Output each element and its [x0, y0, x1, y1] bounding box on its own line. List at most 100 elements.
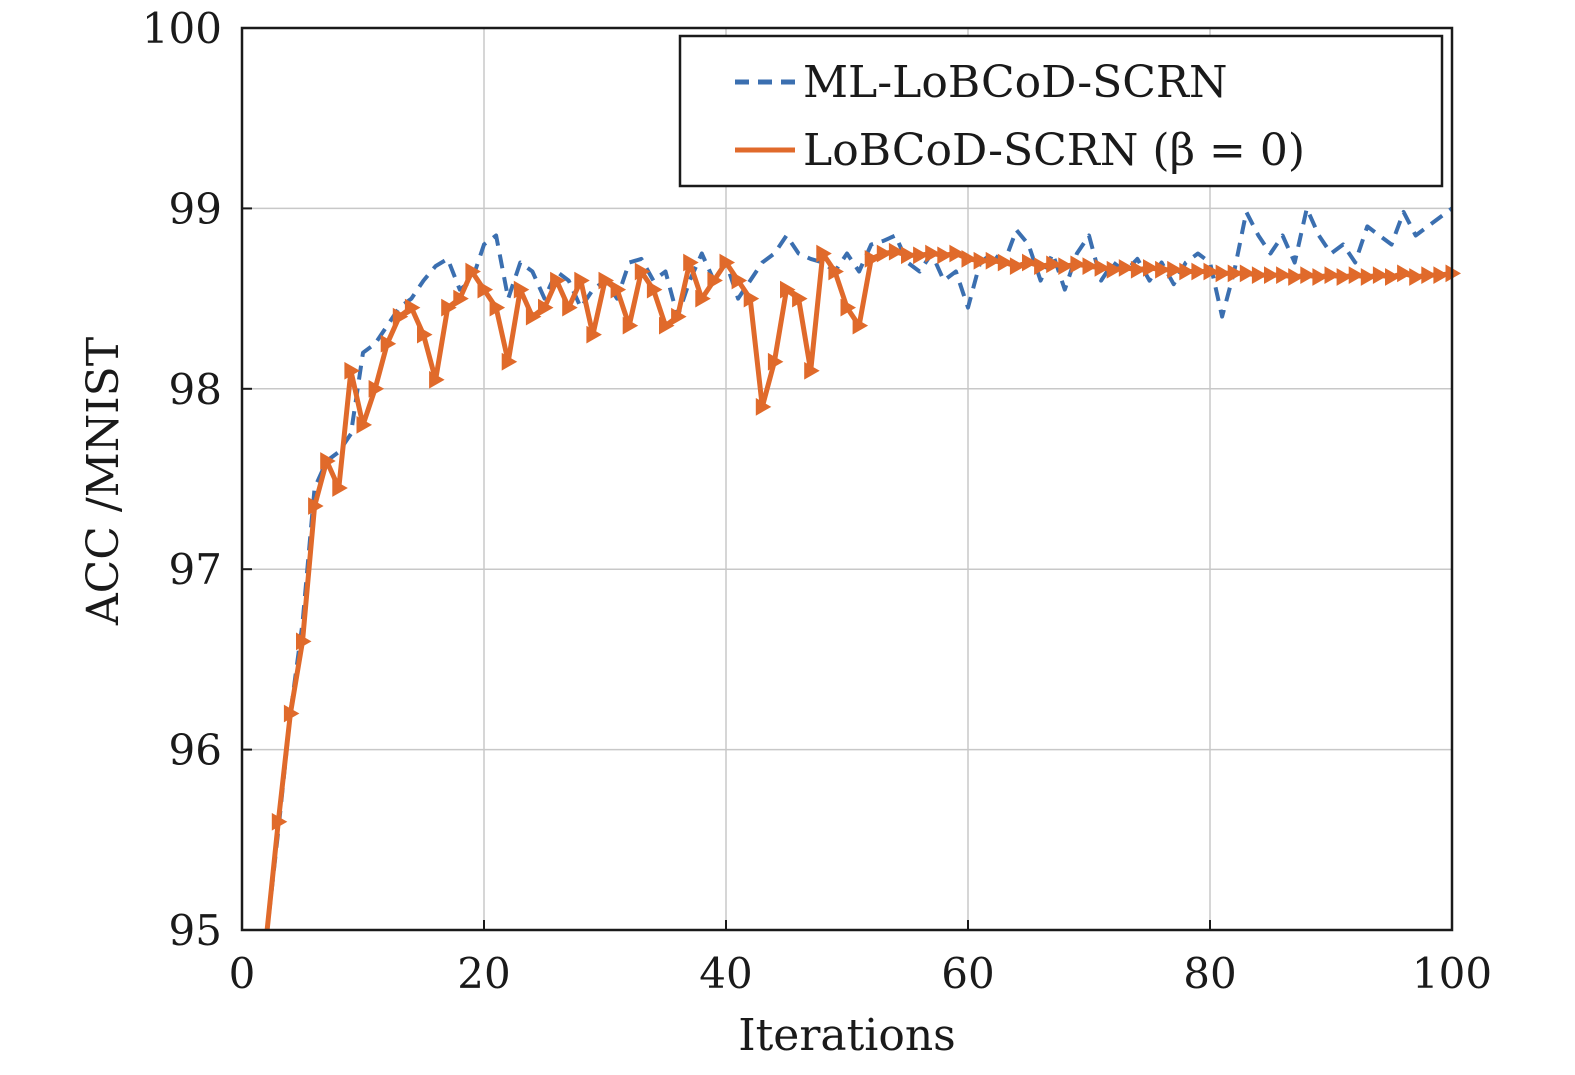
data-point [1312, 268, 1328, 286]
data-point [453, 289, 469, 308]
data-point [695, 289, 711, 308]
data-point [1348, 266, 1365, 285]
data-point [489, 298, 506, 317]
data-point [622, 316, 639, 335]
data-point [1058, 257, 1074, 275]
data-point [767, 352, 784, 371]
data-point [1409, 268, 1425, 286]
data-point [1300, 266, 1316, 285]
legend-label-lobcod-scrn: LoBCoD-SCRN (β = 0) [803, 125, 1305, 176]
data-point [755, 397, 772, 416]
data-point [659, 316, 675, 335]
data-point [356, 416, 373, 434]
data-point [949, 244, 965, 263]
x-tick-label: 80 [1183, 949, 1236, 998]
data-point [804, 361, 820, 380]
data-point [1433, 266, 1449, 285]
data-point [1009, 257, 1026, 275]
data-point [1082, 257, 1099, 275]
plot-frame [240, 26, 1454, 932]
x-tick-label: 0 [229, 949, 256, 998]
data-point [634, 262, 651, 281]
data-point [731, 271, 748, 290]
data-point [1203, 262, 1220, 281]
data-point [1324, 266, 1341, 285]
data-point [429, 370, 445, 389]
data-point [1421, 266, 1437, 285]
data-point [1022, 253, 1038, 272]
y-tick-label: 100 [142, 4, 222, 53]
data-point [1046, 255, 1062, 274]
data-point [1372, 266, 1389, 285]
data-point [392, 307, 409, 326]
data-point [1336, 268, 1353, 286]
data-point [1106, 260, 1123, 279]
x-tick-label: 40 [699, 949, 752, 998]
data-point [1276, 266, 1292, 285]
data-point [538, 298, 554, 317]
data-point [840, 298, 857, 317]
y-tick-label: 99 [169, 184, 222, 233]
data-point [1191, 262, 1207, 281]
data-point [1288, 268, 1304, 286]
data-point [671, 307, 687, 326]
data-point [683, 253, 699, 272]
data-point [404, 298, 421, 317]
y-axis-title: ACC /MNIST [78, 337, 129, 626]
data-point [550, 271, 566, 290]
data-point [743, 289, 760, 308]
data-point [1034, 257, 1050, 275]
data-point [1070, 255, 1086, 274]
data-point [1155, 260, 1171, 279]
data-point [780, 280, 796, 299]
data-point [1179, 262, 1195, 281]
data-point [961, 250, 978, 268]
y-tick-label: 95 [169, 906, 222, 955]
data-point [501, 352, 518, 371]
data-point [586, 325, 602, 344]
data-point [1215, 264, 1232, 283]
data-point [876, 244, 893, 263]
data-point [344, 361, 360, 380]
x-axis-title: Iterations [738, 1010, 956, 1061]
data-point [332, 479, 348, 497]
data-point [598, 271, 615, 290]
data-point [1227, 264, 1244, 283]
data-point [1385, 268, 1401, 286]
legend: ML-LoBCoD-SCRN LoBCoD-SCRN (β = 0) [678, 34, 1444, 188]
x-tick-label: 60 [941, 949, 994, 998]
x-tick-label: 20 [457, 949, 510, 998]
data-point [320, 452, 336, 470]
data-point [296, 632, 312, 651]
data-point [985, 251, 1002, 270]
data-point [1360, 268, 1377, 286]
data-point [925, 244, 941, 263]
data-point [1167, 260, 1183, 279]
data-point [913, 246, 929, 265]
y-tick-label: 98 [169, 365, 222, 414]
legend-box [678, 34, 1444, 188]
data-point [937, 246, 953, 265]
data-point [308, 497, 324, 515]
series-layer [264, 206, 1462, 930]
data-point [562, 298, 578, 317]
data-point [901, 246, 917, 265]
data-point [973, 251, 990, 270]
data-point [1397, 264, 1413, 283]
data-point [513, 280, 530, 299]
data-point [441, 298, 457, 317]
data-point [1239, 264, 1256, 283]
data-point [574, 271, 590, 290]
data-point [707, 271, 723, 290]
data-point [380, 334, 397, 353]
data-point [646, 280, 663, 299]
data-point [1118, 259, 1135, 277]
y-tick-label: 96 [169, 726, 222, 775]
legend-label-ml-lobcod-scrn: ML-LoBCoD-SCRN [803, 57, 1228, 108]
data-point [1264, 266, 1280, 285]
data-point [888, 242, 905, 261]
series-lobcod-scrn [264, 242, 1462, 930]
data-point [368, 379, 385, 398]
axis-ticks: 0 20 40 60 80 100 95 96 97 98 99 100 [142, 4, 1492, 998]
